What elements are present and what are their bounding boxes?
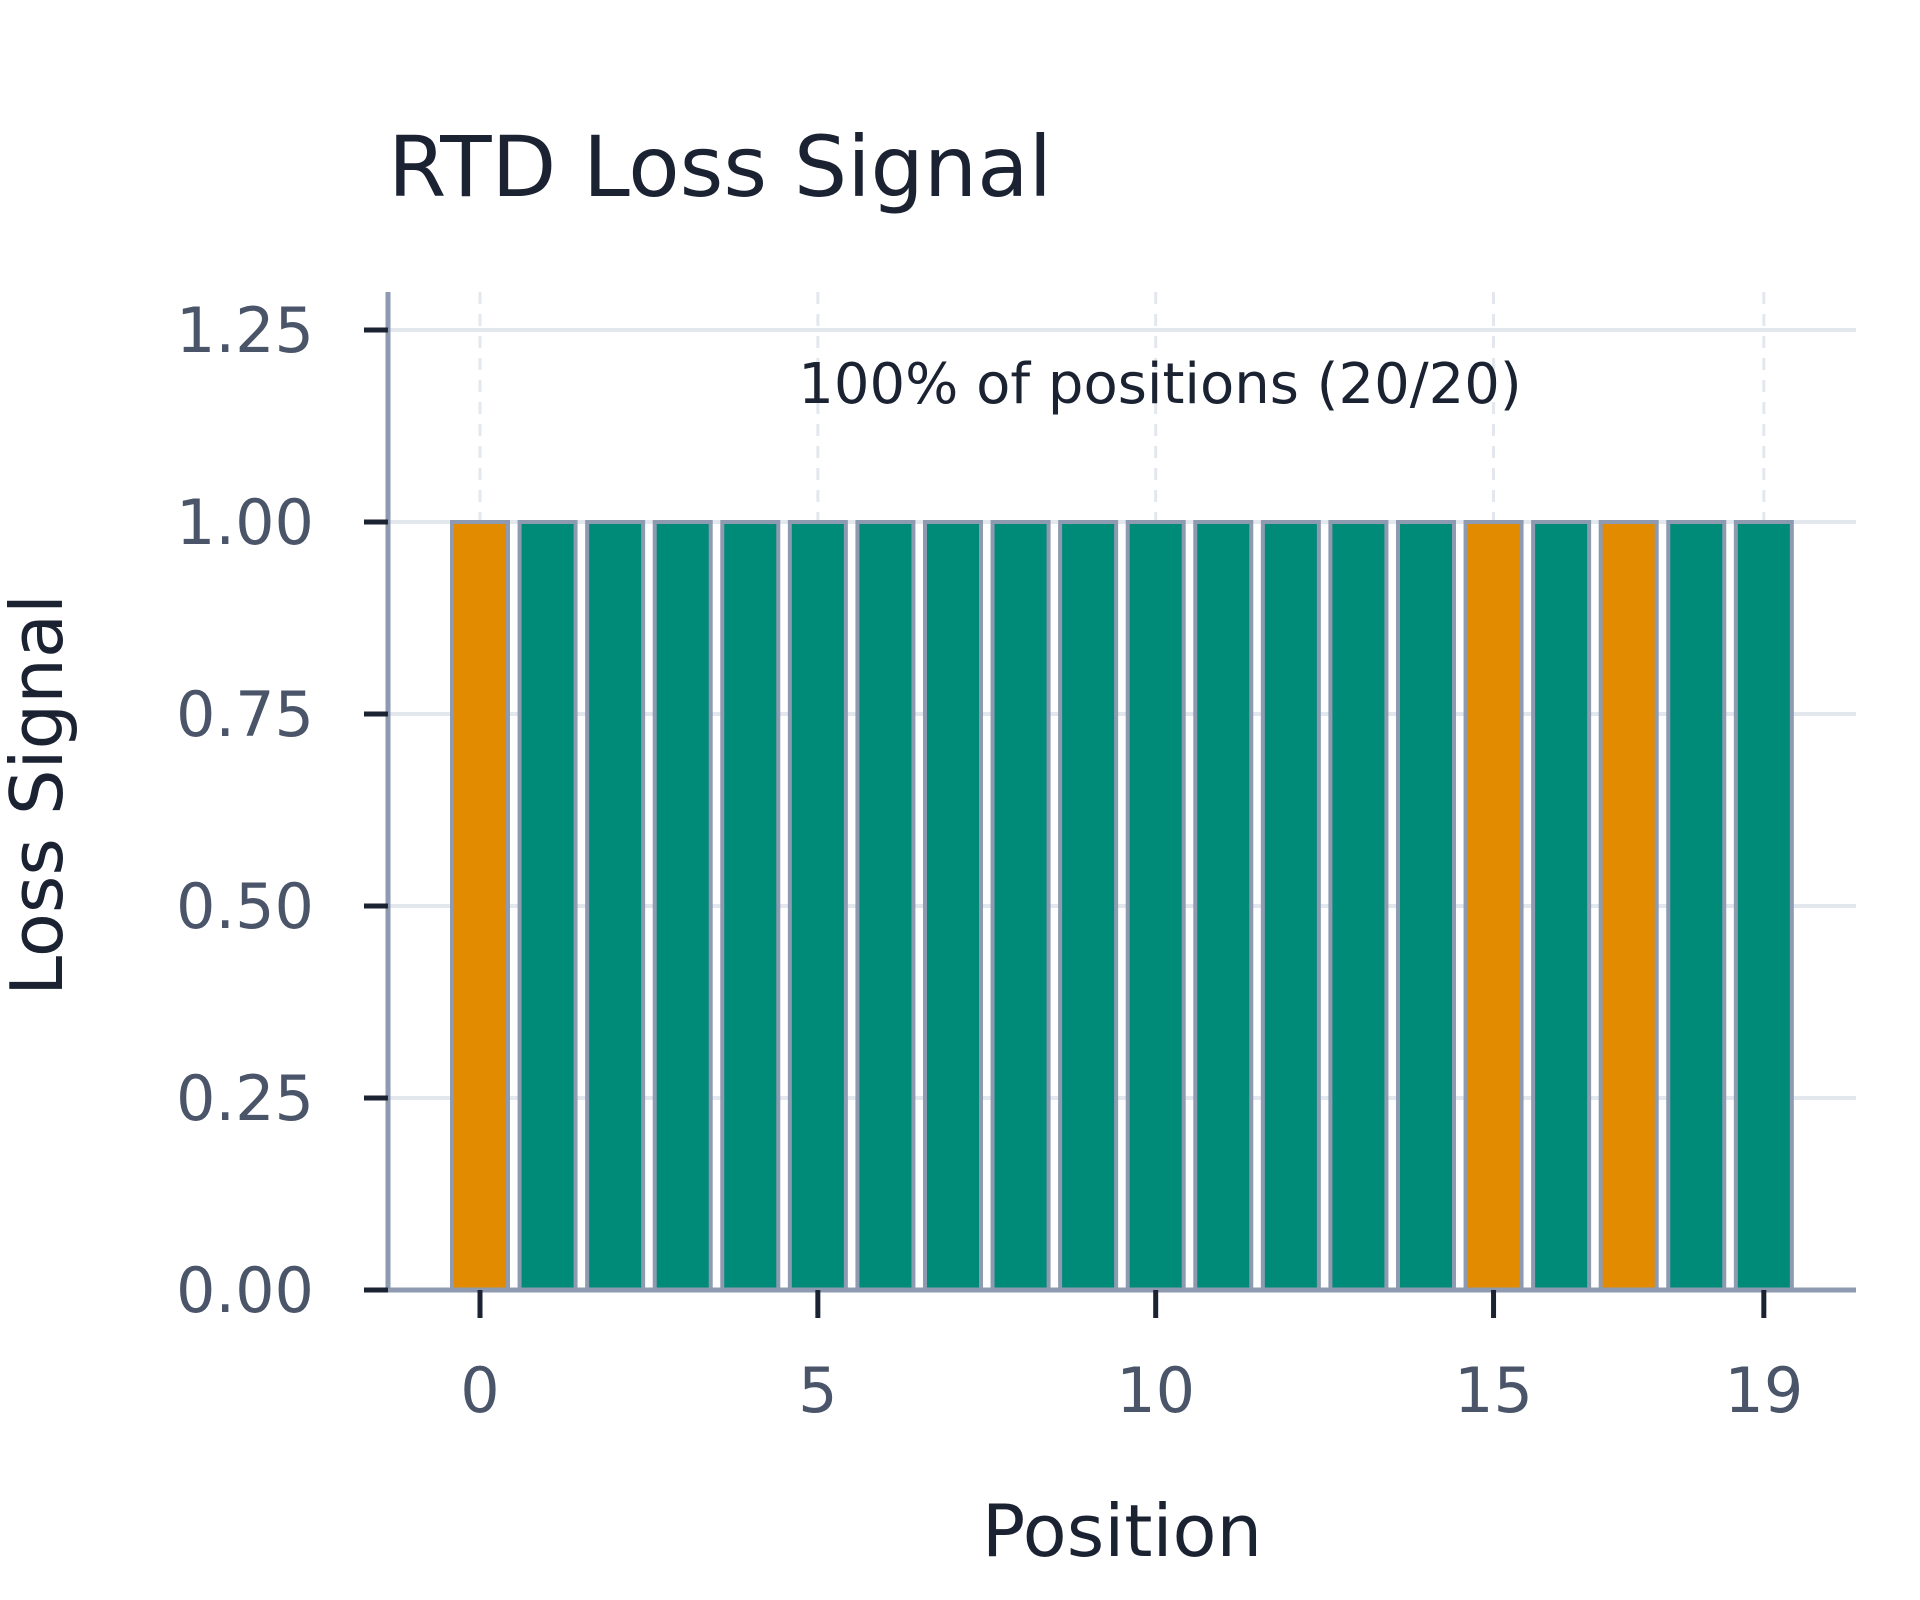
x-tick-label-0: 0: [460, 1354, 499, 1427]
bar-position-11: [1193, 520, 1254, 1292]
bar-position-5: [787, 520, 848, 1292]
bar-position-19: [1733, 520, 1794, 1292]
y-tick-label-0.00: 0.00: [176, 1254, 314, 1327]
y-tick-label-0.25: 0.25: [176, 1062, 314, 1135]
x-tick-label-19: 19: [1724, 1354, 1803, 1427]
bar-position-6: [855, 520, 916, 1292]
bar-position-8: [990, 520, 1051, 1292]
x-axis-title: Position: [982, 1489, 1262, 1573]
axes: [364, 292, 1856, 1318]
bar-position-13: [1328, 520, 1389, 1292]
bar-position-1: [517, 520, 578, 1292]
bar-position-15: [1463, 520, 1524, 1292]
x-tick-label-10: 10: [1116, 1354, 1195, 1427]
bar-position-12: [1260, 520, 1321, 1292]
bar-position-17: [1598, 520, 1659, 1292]
chart-annotation: 100% of positions (20/20): [798, 352, 1522, 417]
bar-position-4: [720, 520, 781, 1292]
bar-position-3: [652, 520, 713, 1292]
tick-labels: 0.00 0.25 0.50 0.75 1.00 1.25 0 5 10 15 19: [176, 294, 1803, 1427]
y-tick-label-0.50: 0.50: [176, 870, 314, 943]
x-tick-label-15: 15: [1454, 1354, 1533, 1427]
bar-position-0: [450, 520, 510, 1292]
bar-position-16: [1531, 520, 1592, 1292]
bar-position-10: [1125, 520, 1186, 1292]
y-tick-label-1.00: 1.00: [176, 486, 314, 559]
bar-position-7: [922, 520, 983, 1292]
bars: [450, 520, 1794, 1292]
y-axis-title: Loss Signal: [0, 594, 79, 996]
y-tick-label-1.25: 1.25: [176, 294, 314, 367]
bar-position-14: [1395, 520, 1456, 1292]
bar-position-2: [585, 520, 646, 1292]
x-tick-label-5: 5: [798, 1354, 837, 1427]
bar-position-9: [1058, 520, 1119, 1292]
y-tick-label-0.75: 0.75: [176, 678, 314, 751]
chart-title: RTD Loss Signal: [388, 118, 1052, 216]
bar-position-18: [1666, 520, 1727, 1292]
